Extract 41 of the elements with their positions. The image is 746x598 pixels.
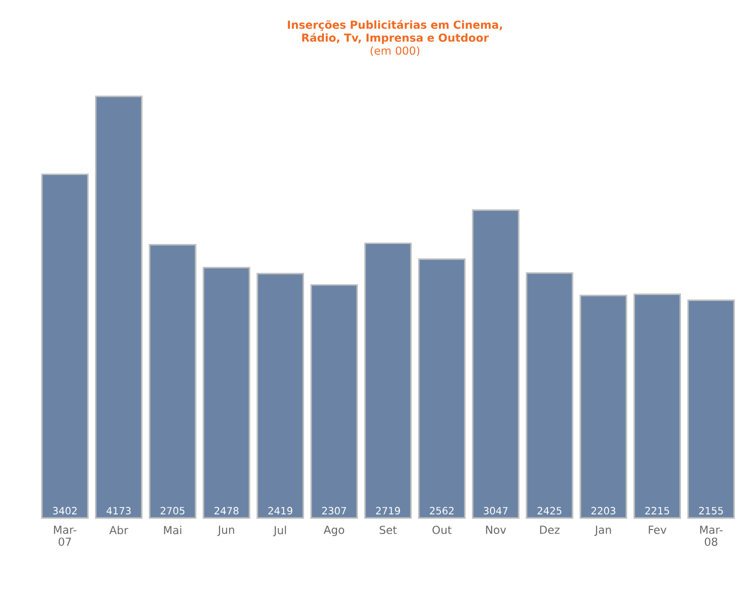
x-tick-label: Mai	[164, 526, 182, 534]
bar	[148, 244, 196, 519]
x-tick-label: Nov	[486, 526, 506, 534]
x-tick-label: Dez	[540, 526, 560, 534]
data-label: 2203	[591, 506, 616, 514]
x-tick-label: Fev	[648, 526, 666, 534]
x-tick-label: Jun	[217, 526, 234, 536]
chart-title: Inserções Publicitárias em Cinema, Rádio, Tv, Imprensa e Outdoor	[288, 20, 502, 44]
x-tick-label: Jul	[273, 526, 286, 536]
bar	[526, 272, 574, 519]
x-tick-label: Out	[432, 526, 452, 534]
chart-subtitle: (em 000)	[370, 46, 420, 56]
bar	[472, 209, 520, 519]
data-label: 2425	[538, 506, 562, 514]
bar	[687, 300, 735, 519]
data-label: 2155	[699, 506, 723, 514]
data-label: 2562	[430, 506, 454, 514]
data-label: 2719	[376, 506, 400, 514]
x-tick-label: Set	[380, 526, 397, 534]
x-tick-label: Jan	[594, 526, 611, 536]
x-tick-label: Mar-07	[54, 526, 76, 546]
data-label: 3402	[53, 506, 77, 514]
bar	[256, 272, 304, 519]
data-label: 4173	[106, 506, 131, 514]
bar	[310, 284, 358, 519]
data-label: 2307	[322, 506, 346, 514]
bar	[41, 174, 89, 519]
x-tick-label: Abr	[109, 526, 128, 534]
data-label: 2478	[214, 506, 238, 514]
data-label: 2705	[160, 506, 184, 514]
data-label: 2419	[268, 506, 292, 514]
bar	[202, 266, 250, 519]
x-tick-label: Ago	[324, 526, 344, 536]
bar	[633, 293, 681, 519]
data-label: 3047	[484, 506, 508, 514]
x-tick-label: Mar-08	[700, 526, 723, 546]
bar	[418, 258, 466, 519]
bar	[364, 242, 412, 519]
bar	[95, 96, 143, 519]
bar	[580, 294, 628, 519]
data-label: 2215	[645, 506, 670, 514]
